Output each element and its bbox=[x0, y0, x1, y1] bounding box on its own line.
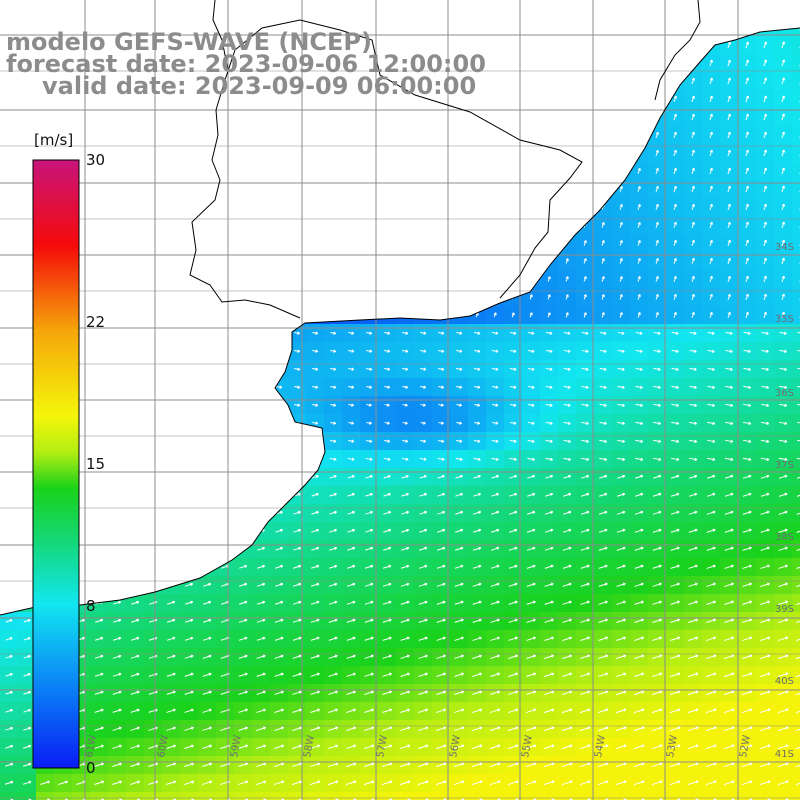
wind-cell bbox=[486, 792, 505, 800]
wind-cell bbox=[792, 540, 800, 559]
colorbar-tick-label: 15 bbox=[86, 455, 105, 473]
wind-cell bbox=[792, 324, 800, 343]
wind-cell bbox=[540, 792, 559, 800]
wind-cell bbox=[792, 432, 800, 451]
lat-label: 38S bbox=[775, 532, 794, 543]
wind-cell bbox=[774, 792, 793, 800]
wind-cell bbox=[792, 396, 800, 415]
colorbar-tick-label: 8 bbox=[86, 597, 96, 615]
wind-cell bbox=[198, 792, 217, 800]
colorbar-tick-label: 0 bbox=[86, 759, 96, 777]
wind-cell bbox=[144, 792, 163, 800]
wind-cell bbox=[792, 342, 800, 361]
wind-cell bbox=[792, 270, 800, 289]
wind-cell bbox=[630, 792, 649, 800]
wind-cell bbox=[792, 360, 800, 379]
wind-cell bbox=[792, 90, 800, 109]
wind-cell bbox=[792, 504, 800, 523]
wind-cell bbox=[792, 28, 800, 37]
wind-cell bbox=[108, 792, 127, 800]
wind-cell bbox=[306, 792, 325, 800]
wind-cell bbox=[792, 252, 800, 271]
wind-cell bbox=[90, 792, 109, 800]
wind-cell bbox=[792, 792, 800, 800]
wind-cell bbox=[792, 288, 800, 307]
wind-cell bbox=[414, 792, 433, 800]
lat-label: 35S bbox=[775, 314, 794, 325]
wind-cell bbox=[396, 792, 415, 800]
lat-label: 36S bbox=[775, 388, 794, 399]
wind-cell bbox=[792, 306, 800, 325]
wind-cell bbox=[180, 792, 199, 800]
colorbar-scale bbox=[32, 159, 80, 769]
wind-cell bbox=[792, 378, 800, 397]
wind-cell bbox=[792, 414, 800, 433]
wind-cell bbox=[792, 108, 800, 127]
wind-cell bbox=[774, 28, 793, 37]
wind-cell bbox=[522, 792, 541, 800]
wind-cell bbox=[720, 792, 739, 800]
valid-date: valid date: 2023-09-09 06:00:00 bbox=[42, 72, 477, 100]
wind-cell bbox=[792, 576, 800, 595]
colorbar-tick-label: 22 bbox=[86, 313, 105, 331]
wind-cell bbox=[792, 54, 800, 73]
wind-cell bbox=[216, 792, 235, 800]
wind-cell bbox=[36, 792, 55, 800]
lat-label: 40S bbox=[775, 676, 794, 687]
wind-cell bbox=[18, 792, 37, 800]
wind-cell bbox=[72, 792, 91, 800]
lat-label: 41S bbox=[775, 749, 794, 760]
wind-cell bbox=[252, 792, 271, 800]
wind-cell bbox=[792, 36, 800, 55]
wind-cell bbox=[666, 792, 685, 800]
wind-cell bbox=[792, 72, 800, 91]
wind-cell bbox=[756, 792, 775, 800]
wind-cell bbox=[54, 792, 73, 800]
wind-cell bbox=[792, 144, 800, 163]
lat-label: 34S bbox=[775, 242, 794, 253]
wind-cell bbox=[792, 468, 800, 487]
wind-cell bbox=[378, 792, 397, 800]
wind-cell bbox=[756, 28, 775, 37]
wind-cell bbox=[792, 216, 800, 235]
wind-cell bbox=[792, 234, 800, 253]
colorbar-unit: [m/s] bbox=[34, 131, 74, 149]
wind-cell bbox=[792, 450, 800, 469]
wind-cell bbox=[792, 126, 800, 145]
wind-cell bbox=[270, 792, 289, 800]
wind-cell bbox=[612, 792, 631, 800]
wind-cell bbox=[792, 486, 800, 505]
wind-cell bbox=[558, 792, 577, 800]
wind-cell bbox=[792, 522, 800, 541]
wind-cell bbox=[594, 792, 613, 800]
wind-cell bbox=[288, 792, 307, 800]
wind-cell bbox=[450, 792, 469, 800]
wind-cell bbox=[234, 792, 253, 800]
wind-cell bbox=[576, 792, 595, 800]
colorbar-tick-label: 30 bbox=[86, 151, 105, 169]
wind-cell bbox=[648, 792, 667, 800]
wind-cell bbox=[792, 180, 800, 199]
wind-cell bbox=[792, 162, 800, 181]
wind-cell bbox=[684, 792, 703, 800]
wind-cell bbox=[792, 558, 800, 577]
wind-cell bbox=[162, 792, 181, 800]
lat-label: 39S bbox=[775, 604, 794, 615]
wind-cell bbox=[342, 792, 361, 800]
wind-cell bbox=[468, 792, 487, 800]
wind-cell bbox=[738, 792, 757, 800]
lat-label: 37S bbox=[775, 460, 794, 471]
wind-cell bbox=[792, 198, 800, 217]
wind-cell bbox=[324, 792, 343, 800]
wind-cell bbox=[0, 792, 19, 800]
wind-cell bbox=[702, 792, 721, 800]
wind-cell bbox=[126, 792, 145, 800]
